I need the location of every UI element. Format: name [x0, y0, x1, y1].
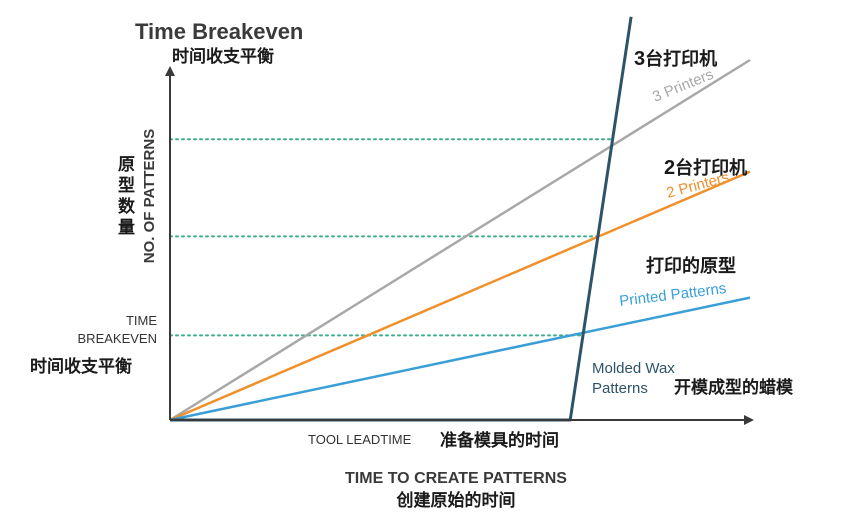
y-axis-label: NO. OF PATTERNS: [141, 129, 158, 263]
x-marker-label: TOOL LEADTIME: [308, 432, 412, 447]
x-marker-label-zh: 准备模具的时间: [440, 430, 559, 451]
series-label-2-rest: 台打印机: [675, 157, 747, 179]
series-label-3-printers-zh: 3台打印机: [634, 48, 717, 70]
chart-title-zh: 时间收支平衡: [172, 46, 274, 67]
series-label-wax-line1: Molded Wax: [592, 360, 675, 377]
series-line-printer2: [169, 170, 751, 422]
series-line-printer3: [169, 58, 751, 422]
y-axis-label-zh: 原型数量: [118, 155, 136, 238]
series-line-printer1: [169, 296, 751, 422]
series-label-2-num: 2: [664, 157, 675, 179]
svg-text:2台打印机: 2台打印机: [664, 157, 747, 179]
series-label-wax-zh: 开模成型的蜡模: [674, 377, 794, 398]
y-marker-label: TIME BREAKEVEN: [78, 313, 158, 346]
series-label-printed-patterns-zh: 打印的原型: [646, 255, 736, 277]
svg-text:3台打印机: 3台打印机: [634, 48, 717, 70]
x-axis-label: TIME TO CREATE PATTERNS: [345, 470, 567, 487]
breakeven-guides: [169, 138, 614, 337]
y-marker-label-zh: 时间收支平衡: [30, 356, 132, 377]
chart-title: Time Breakeven: [135, 19, 303, 44]
x-axis-label-zh: 创建原始的时间: [396, 490, 516, 511]
series-label-wax-line2: Patterns: [592, 380, 648, 397]
series-label-2-printers-zh: 2台打印机: [664, 157, 747, 179]
series-label-3-rest: 台打印机: [645, 48, 717, 70]
series-label-3-num: 3: [634, 48, 645, 70]
series-line-wax: [170, 16, 633, 422]
